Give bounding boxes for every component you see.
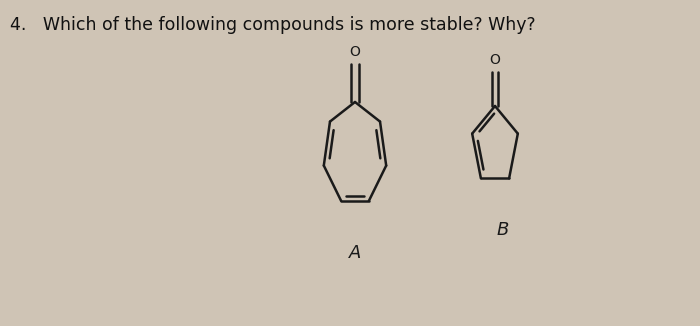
- Text: O: O: [489, 53, 500, 67]
- Text: B: B: [497, 221, 509, 239]
- Text: 4.   Which of the following compounds is more stable? Why?: 4. Which of the following compounds is m…: [10, 16, 536, 34]
- Text: A: A: [349, 244, 361, 262]
- Text: O: O: [349, 45, 360, 59]
